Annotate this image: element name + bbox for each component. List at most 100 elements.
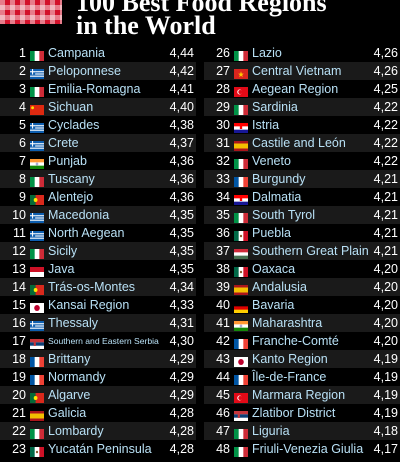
- region-score: 4,35: [169, 226, 194, 240]
- region-name: Lazio: [252, 46, 282, 60]
- ranking-row: 22 Lombardy 4,28: [0, 422, 196, 440]
- rank-number: 34: [216, 190, 230, 204]
- croatia-flag-icon: [234, 192, 248, 205]
- region-name: Kansai Region: [48, 298, 130, 312]
- ranking-row: 6 Crete 4,37: [0, 134, 196, 152]
- rank-number: 30: [216, 118, 230, 132]
- region-name: Kanto Region: [252, 352, 328, 366]
- ranking-row: 8 Tuscany 4,36: [0, 170, 196, 188]
- region-name: Sardinia: [252, 100, 298, 114]
- region-name: Campania: [48, 46, 105, 60]
- rank-number: 41: [216, 316, 230, 330]
- italy-flag-icon: [234, 444, 248, 457]
- region-name: Lombardy: [48, 424, 104, 438]
- region-score: 4,19: [373, 370, 398, 384]
- ranking-row: 38 Oaxaca 4,20: [204, 260, 400, 278]
- region-name: Yucatán Peninsula: [48, 442, 152, 456]
- region-score: 4,40: [169, 100, 194, 114]
- region-name: North Aegean: [48, 226, 125, 240]
- italy-flag-icon: [30, 84, 44, 97]
- rank-number: 38: [216, 262, 230, 276]
- india-flag-icon: [234, 318, 248, 331]
- ranking-row: 15 Kansai Region 4,33: [0, 296, 196, 314]
- rank-number: 17: [12, 334, 26, 348]
- ranking-column-right: 26 Lazio 4,26 27 Central Vietnam 4,26 28 Aegean…: [204, 44, 400, 458]
- ranking-row: 42 Franche-Comté 4,20: [204, 332, 400, 350]
- region-name: Emilia-Romagna: [48, 82, 141, 96]
- region-score: 4,21: [373, 208, 398, 222]
- rank-number: 14: [12, 280, 26, 294]
- region-name: Sicily: [48, 244, 78, 258]
- region-name: Java: [48, 262, 75, 276]
- region-name: Friuli-Venezia Giulia: [252, 442, 364, 456]
- rank-number: 10: [12, 208, 26, 222]
- region-score: 4,29: [169, 370, 194, 384]
- ranking-row: 26 Lazio 4,26: [204, 44, 400, 62]
- ranking-row: 32 Veneto 4,22: [204, 152, 400, 170]
- region-score: 4,20: [373, 280, 398, 294]
- rank-number: 7: [19, 154, 26, 168]
- region-score: 4,37: [169, 136, 194, 150]
- region-score: 4,20: [373, 334, 398, 348]
- ranking-row: 27 Central Vietnam 4,26: [204, 62, 400, 80]
- title-line-1: 100 Best Food Regions: [76, 0, 327, 17]
- region-score: 4,35: [169, 208, 194, 222]
- rank-number: 39: [216, 280, 230, 294]
- japan-flag-icon: [30, 300, 44, 313]
- china-flag-icon: [30, 102, 44, 115]
- france-flag-icon: [234, 372, 248, 385]
- rank-number: 45: [216, 388, 230, 402]
- ranking-row: 2 Peloponnese 4,42: [0, 62, 196, 80]
- region-name: Alentejo: [48, 190, 94, 204]
- indonesia-flag-icon: [30, 264, 44, 277]
- region-score: 4,17: [373, 442, 398, 456]
- ranking-row: 39 Andalusia 4,20: [204, 278, 400, 296]
- region-name: Istria: [252, 118, 280, 132]
- region-score: 4,22: [373, 118, 398, 132]
- india-flag-icon: [30, 156, 44, 169]
- greece-flag-icon: [30, 210, 44, 223]
- rank-number: 20: [12, 388, 26, 402]
- region-name: Algarve: [48, 388, 91, 402]
- region-name: South Tyrol: [252, 208, 316, 222]
- region-score: 4,31: [169, 316, 194, 330]
- region-score: 4,36: [169, 190, 194, 204]
- italy-flag-icon: [30, 426, 44, 439]
- region-score: 4,20: [373, 316, 398, 330]
- rank-number: 48: [216, 442, 230, 456]
- region-name: Central Vietnam: [252, 64, 342, 78]
- rank-number: 43: [216, 352, 230, 366]
- ranking-row: 12 Sicily 4,35: [0, 242, 196, 260]
- ranking-row: 11 North Aegean 4,35: [0, 224, 196, 242]
- region-name: Normandy: [48, 370, 106, 384]
- ranking-row: 29 Sardinia 4,22: [204, 98, 400, 116]
- italy-flag-icon: [234, 102, 248, 115]
- region-name: Tuscany: [48, 172, 95, 186]
- serbia-flag-icon: [30, 336, 44, 349]
- region-score: 4,19: [373, 406, 398, 420]
- region-name: Zlatibor District: [252, 406, 336, 420]
- ranking-row: 46 Zlatibor District 4,19: [204, 404, 400, 422]
- region-score: 4,21: [373, 226, 398, 240]
- mexico-flag-icon: [234, 228, 248, 241]
- rank-number: 2: [19, 64, 26, 78]
- region-score: 4,35: [169, 244, 194, 258]
- page-title: 100 Best Food Regions in the World: [76, 0, 396, 39]
- ranking-row: 35 South Tyrol 4,21: [204, 206, 400, 224]
- region-name: Aegean Region: [252, 82, 339, 96]
- rank-number: 21: [12, 406, 26, 420]
- ranking-row: 40 Bavaria 4,20: [204, 296, 400, 314]
- ranking-column-left: 1 Campania 4,44 2 Peloponnese 4,42 3 Emilia-Rom…: [0, 44, 196, 458]
- region-score: 4,21: [373, 244, 398, 258]
- ranking-row: 3 Emilia-Romagna 4,41: [0, 80, 196, 98]
- region-score: 4,20: [373, 298, 398, 312]
- serbia-flag-icon: [234, 408, 248, 421]
- ranking-row: 23 Yucatán Peninsula 4,28: [0, 440, 196, 458]
- region-score: 4,26: [373, 64, 398, 78]
- rank-number: 8: [19, 172, 26, 186]
- region-score: 4,22: [373, 100, 398, 114]
- region-score: 4,21: [373, 172, 398, 186]
- ranking-row: 34 Dalmatia 4,21: [204, 188, 400, 206]
- ranking-row: 31 Castile and León 4,22: [204, 134, 400, 152]
- ranking-row: 20 Algarve 4,29: [0, 386, 196, 404]
